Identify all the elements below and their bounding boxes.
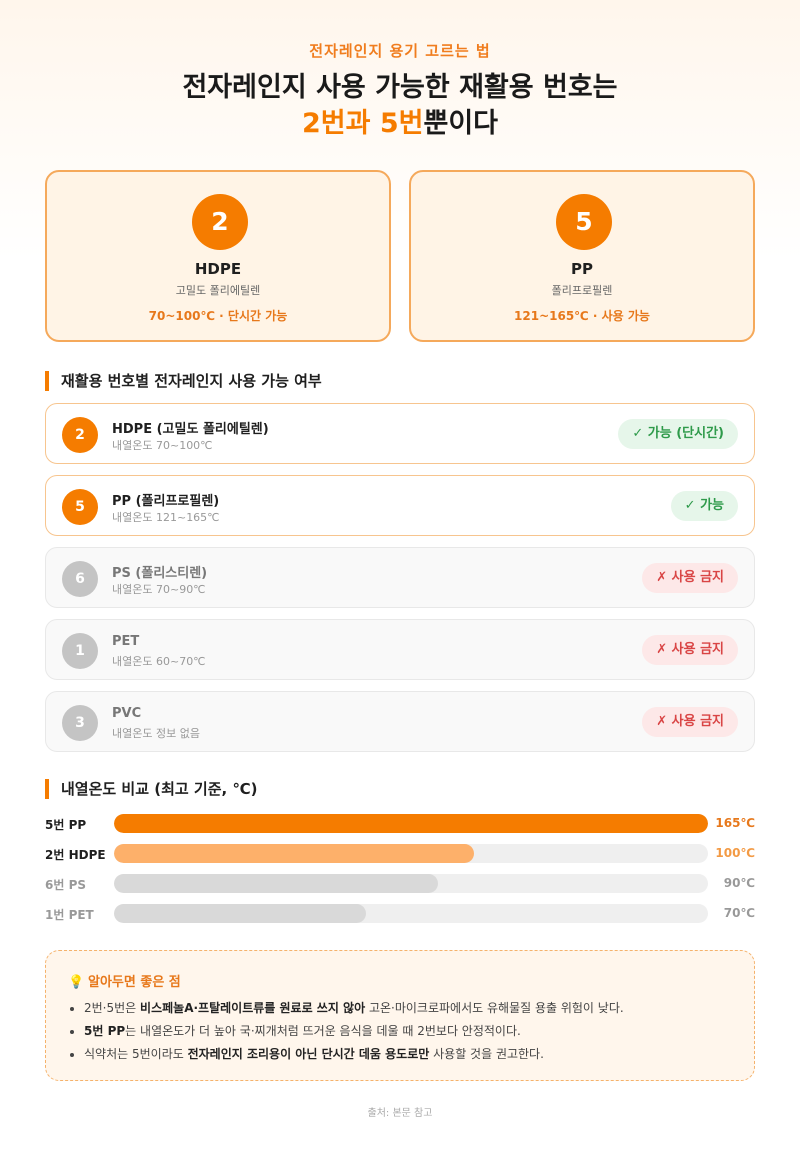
title-line-2: 2번과 5번뿐이다 [0,106,800,142]
list-item-pet: 1 PET 내열온도 60~70℃ ✗ 사용 금지 [45,619,755,680]
bar [114,844,474,863]
tips-list: 2번·5번은 비스페놀A·프탈레이트류를 원료로 쓰지 않아 고온·마이크로파에… [84,997,744,1066]
bar-label: 2번 HDPE [45,848,106,862]
card-note: 70~100℃ · 단시간 가능 [148,309,288,323]
bar-value-label: 100℃ [715,846,755,860]
bar-value-label: 90℃ [723,876,755,890]
bar-value-label: 165℃ [715,816,755,830]
list-item: 식약처는 5번이라도 전자레인지 조리용이 아닌 단시간 데움 용도로만 사용할… [84,1043,744,1066]
row-number-badge: 1 [62,633,98,669]
title-line-1: 전자레인지 사용 가능한 재활용 번호는 [182,72,618,103]
card-code: PP [571,260,593,278]
bar-value-label: 70℃ [723,906,755,920]
row-number-badge: 2 [62,417,98,453]
summary-cards: 2 HDPE 고밀도 폴리에틸렌 70~100℃ · 단시간 가능 5 PP 폴… [45,170,755,342]
row-name: PET [112,634,140,649]
bar [114,814,708,833]
card-fullname: 폴리프로필렌 [551,284,613,297]
row-number-badge: 6 [62,561,98,597]
row-name: PP (폴리프로필렌) [112,494,220,509]
status-badge: ✓ 가능 (단시간) [618,419,738,449]
card-code: HDPE [194,260,242,278]
tip-text: 는 내열온도가 더 높아 국·찌개처럼 뜨거운 음식을 데울 때 2번보다 안정… [125,1024,521,1038]
card-number-badge: 5 [556,194,612,250]
list-item-pvc: 3 PVC 내열온도 정보 없음 ✗ 사용 금지 [45,691,755,752]
list-item-pp: 5 PP (폴리프로필렌) 내열온도 121~165℃ ✓ 가능 [45,475,755,536]
title-tail: 뿐이다 [423,108,499,139]
bar-label: 5번 PP [45,818,87,832]
card-number-badge: 2 [192,194,248,250]
bar-label: 1번 PET [45,908,94,922]
row-temp: 내열온도 121~165℃ [112,511,220,524]
card-pp: 5 PP 폴리프로필렌 121~165℃ · 사용 가능 [409,170,755,342]
row-number-badge: 5 [62,489,98,525]
list-item: 5번 PP는 내열온도가 더 높아 국·찌개처럼 뜨거운 음식을 데울 때 2번… [84,1020,744,1043]
card-hdpe: 2 HDPE 고밀도 폴리에틸렌 70~100℃ · 단시간 가능 [45,170,391,342]
bar [114,904,366,923]
tip-bold: 전자레인지 조리용이 아닌 단시간 데움 용도로만 [187,1047,430,1061]
tip-text: 고온·마이크로파에서도 유해물질 용출 위험이 낮다. [365,1001,624,1015]
row-temp: 내열온도 70~100℃ [112,439,213,452]
tip-bold: 비스페놀A·프탈레이트류를 원료로 쓰지 않아 [140,1001,366,1015]
row-temp: 내열온도 70~90℃ [112,583,206,596]
row-temp: 내열온도 정보 없음 [112,727,200,740]
card-fullname: 고밀도 폴리에틸렌 [175,284,261,297]
bar-label: 6번 PS [45,878,87,892]
bar [114,874,438,893]
page-title: 전자레인지 사용 가능한 재활용 번호는 2번과 5번뿐이다 [0,70,800,142]
tips-box: 💡알아두면 좋은 점 2번·5번은 비스페놀A·프탈레이트류를 원료로 쓰지 않… [45,950,755,1081]
tips-heading: 💡 알아두면 좋은 점 [68,971,181,990]
status-badge: ✗ 사용 금지 [642,707,738,737]
status-badge: ✓ 가능 [670,491,738,521]
list-item-ps: 6 PS (폴리스티렌) 내열온도 70~90℃ ✗ 사용 금지 [45,547,755,608]
row-name: PS (폴리스티렌) [112,566,208,581]
list-section-title: 재활용 번호별 전자레인지 사용 가능 여부 [45,371,322,391]
status-badge: ✗ 사용 금지 [642,563,738,593]
title-highlight: 2번과 5번 [301,108,424,139]
bar-track [114,904,708,923]
row-temp: 내열온도 60~70℃ [112,655,206,668]
list-item-hdpe: 2 HDPE (고밀도 폴리에틸렌) 내열온도 70~100℃ ✓ 가능 (단시… [45,403,755,464]
tip-text: 식약처는 5번이라도 [84,1047,188,1061]
tips-title: 알아두면 좋은 점 [88,975,181,990]
bar-track [114,874,708,893]
row-number-badge: 3 [62,705,98,741]
lightbulb-icon: 💡 [68,975,85,990]
source-note: 출처: 본문 참고 [367,1108,433,1119]
row-name: HDPE (고밀도 폴리에틸렌) [112,422,269,437]
bar-track [114,844,708,863]
status-badge: ✗ 사용 금지 [642,635,738,665]
row-name: PVC [112,706,142,721]
chart-title: 내열온도 비교 (최고 기준, ℃) [45,779,257,799]
tip-text: 2번·5번은 [84,1001,141,1015]
kicker: 전자레인지 용기 고르는 법 [309,42,491,60]
list-item: 2번·5번은 비스페놀A·프탈레이트류를 원료로 쓰지 않아 고온·마이크로파에… [84,997,744,1020]
card-note: 121~165℃ · 사용 가능 [514,309,650,323]
tip-text: 사용할 것을 권고한다. [429,1047,544,1061]
tip-bold: 5번 PP [84,1024,126,1038]
bar-track [114,814,708,833]
